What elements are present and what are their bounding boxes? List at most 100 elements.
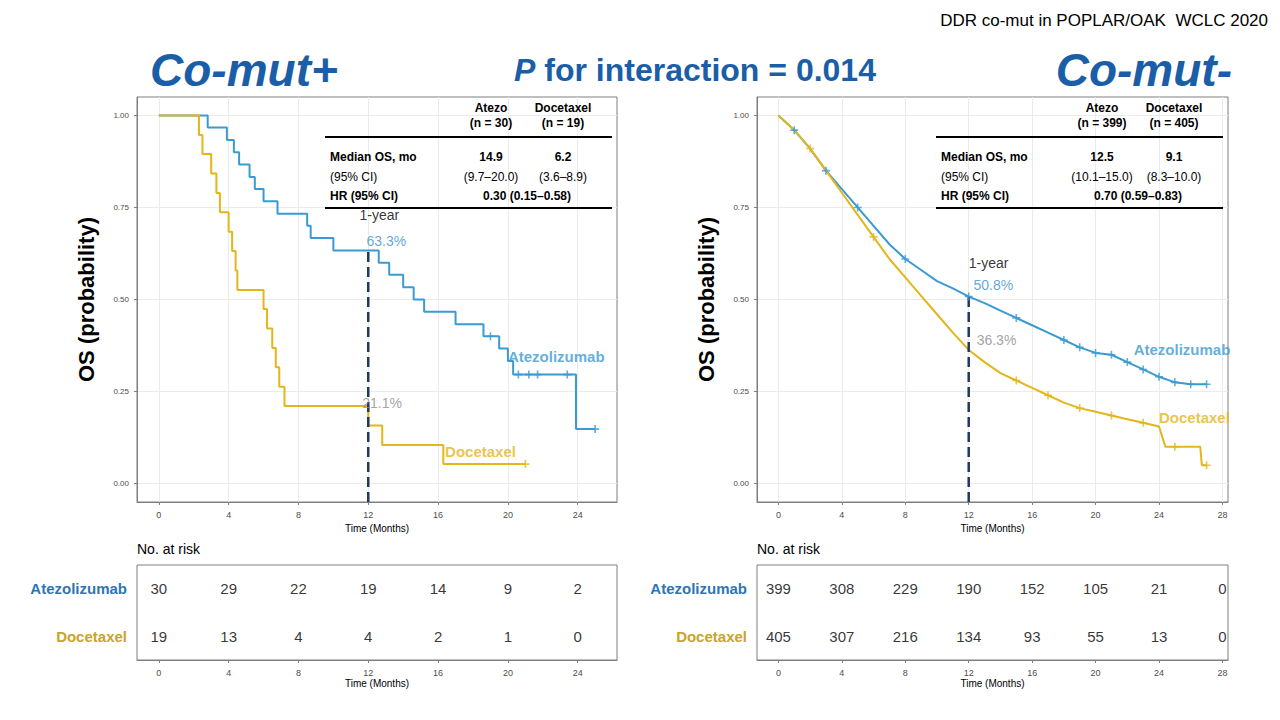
svg-text:24: 24: [573, 668, 583, 678]
svg-text:4: 4: [839, 668, 844, 678]
svg-text:20: 20: [1091, 510, 1101, 520]
svg-text:0.75: 0.75: [113, 203, 129, 212]
svg-text:2: 2: [574, 580, 582, 597]
svg-text:(9.7–20.0): (9.7–20.0): [464, 170, 519, 184]
svg-text:8: 8: [903, 668, 908, 678]
svg-text:(95% CI): (95% CI): [941, 170, 988, 184]
svg-text:93: 93: [1024, 628, 1041, 645]
svg-text:(n = 30): (n = 30): [470, 116, 512, 130]
svg-text:30: 30: [150, 580, 167, 597]
svg-text:Atezo: Atezo: [475, 101, 508, 115]
svg-text:4: 4: [226, 510, 231, 520]
svg-text:55: 55: [1087, 628, 1104, 645]
svg-text:(95% CI): (95% CI): [330, 170, 377, 184]
svg-text:20: 20: [503, 510, 513, 520]
svg-text:36.3%: 36.3%: [977, 332, 1017, 348]
svg-text:16: 16: [433, 668, 443, 678]
svg-text:0.00: 0.00: [113, 479, 129, 488]
svg-text:8: 8: [296, 668, 301, 678]
svg-text:Docetaxel: Docetaxel: [445, 443, 516, 460]
svg-text:Atezolizumab: Atezolizumab: [650, 580, 747, 597]
svg-text:14: 14: [430, 580, 447, 597]
svg-text:22: 22: [290, 580, 307, 597]
svg-text:Time (Months): Time (Months): [345, 523, 409, 534]
svg-text:190: 190: [956, 580, 981, 597]
svg-text:0.75: 0.75: [733, 203, 749, 212]
svg-text:Time (Months): Time (Months): [960, 523, 1024, 534]
svg-text:Docetaxel: Docetaxel: [535, 101, 592, 115]
svg-text:Docetaxel: Docetaxel: [1159, 409, 1230, 426]
svg-text:9.1: 9.1: [1166, 150, 1183, 164]
svg-text:21.1%: 21.1%: [362, 395, 402, 411]
svg-text:1.00: 1.00: [733, 111, 749, 120]
svg-text:50.8%: 50.8%: [973, 277, 1013, 293]
svg-text:9: 9: [504, 580, 512, 597]
svg-text:216: 216: [893, 628, 918, 645]
svg-text:12: 12: [363, 510, 373, 520]
svg-text:0.25: 0.25: [733, 387, 749, 396]
svg-text:229: 229: [893, 580, 918, 597]
svg-text:4: 4: [364, 628, 372, 645]
svg-text:1.00: 1.00: [113, 111, 129, 120]
svg-text:(n = 405): (n = 405): [1149, 116, 1198, 130]
svg-text:(8.3–10.0): (8.3–10.0): [1147, 170, 1202, 184]
svg-text:13: 13: [1151, 628, 1168, 645]
svg-text:0.50: 0.50: [733, 295, 749, 304]
svg-text:0: 0: [776, 668, 781, 678]
svg-text:Atezo: Atezo: [1086, 101, 1119, 115]
svg-text:Docetaxel: Docetaxel: [676, 628, 747, 645]
svg-text:(n = 19): (n = 19): [542, 116, 584, 130]
svg-text:19: 19: [150, 628, 167, 645]
svg-text:4: 4: [226, 668, 231, 678]
svg-text:Co-mut-: Co-mut-: [1056, 44, 1232, 96]
svg-text:0.50: 0.50: [113, 295, 129, 304]
svg-text:HR (95% CI): HR (95% CI): [941, 189, 1009, 203]
svg-text:Atezolizumab: Atezolizumab: [1134, 341, 1231, 358]
svg-text:6.2: 6.2: [555, 150, 572, 164]
svg-text:24: 24: [573, 510, 583, 520]
svg-text:134: 134: [956, 628, 981, 645]
svg-text:14.9: 14.9: [479, 150, 503, 164]
svg-text:for interaction = 0.014: for interaction = 0.014: [535, 52, 876, 88]
svg-text:1-year: 1-year: [969, 255, 1009, 271]
svg-text:0: 0: [1218, 580, 1226, 597]
svg-text:Median OS, mo: Median OS, mo: [941, 150, 1028, 164]
svg-text:0: 0: [156, 668, 161, 678]
svg-text:No. at risk: No. at risk: [137, 541, 201, 557]
svg-text:OS (probability): OS (probability): [74, 217, 99, 382]
svg-text:307: 307: [829, 628, 854, 645]
svg-text:Docetaxel: Docetaxel: [1146, 101, 1203, 115]
svg-text:P: P: [514, 52, 536, 88]
svg-text:12.5: 12.5: [1090, 150, 1114, 164]
svg-text:28: 28: [1217, 510, 1227, 520]
svg-text:399: 399: [766, 580, 791, 597]
svg-text:16: 16: [1027, 510, 1037, 520]
svg-text:24: 24: [1154, 668, 1164, 678]
svg-text:1-year: 1-year: [360, 207, 400, 223]
svg-text:(3.6–8.9): (3.6–8.9): [539, 170, 587, 184]
svg-text:63.3%: 63.3%: [367, 233, 407, 249]
svg-text:Docetaxel: Docetaxel: [56, 628, 127, 645]
svg-text:16: 16: [1027, 668, 1037, 678]
svg-text:8: 8: [296, 510, 301, 520]
svg-text:(n = 399): (n = 399): [1077, 116, 1126, 130]
svg-text:Time (Months): Time (Months): [345, 678, 409, 689]
svg-text:DDR co-mut in POPLAR/OAK WCLC: DDR co-mut in POPLAR/OAK WCLC 2020: [940, 11, 1268, 30]
svg-text:0.70 (0.59–0.83): 0.70 (0.59–0.83): [1094, 189, 1182, 203]
svg-text:0: 0: [1218, 628, 1226, 645]
svg-text:4: 4: [294, 628, 302, 645]
svg-text:21: 21: [1151, 580, 1168, 597]
svg-text:0.00: 0.00: [733, 479, 749, 488]
svg-text:OS (probability): OS (probability): [694, 217, 719, 382]
svg-text:19: 19: [360, 580, 377, 597]
svg-text:29: 29: [220, 580, 237, 597]
svg-text:105: 105: [1083, 580, 1108, 597]
svg-text:No. at risk: No. at risk: [757, 541, 821, 557]
svg-text:20: 20: [1091, 668, 1101, 678]
svg-text:Time (Months): Time (Months): [960, 678, 1024, 689]
svg-text:0: 0: [776, 510, 781, 520]
svg-text:0.25: 0.25: [113, 387, 129, 396]
svg-text:8: 8: [903, 510, 908, 520]
svg-text:0: 0: [156, 510, 161, 520]
svg-text:28: 28: [1217, 668, 1227, 678]
